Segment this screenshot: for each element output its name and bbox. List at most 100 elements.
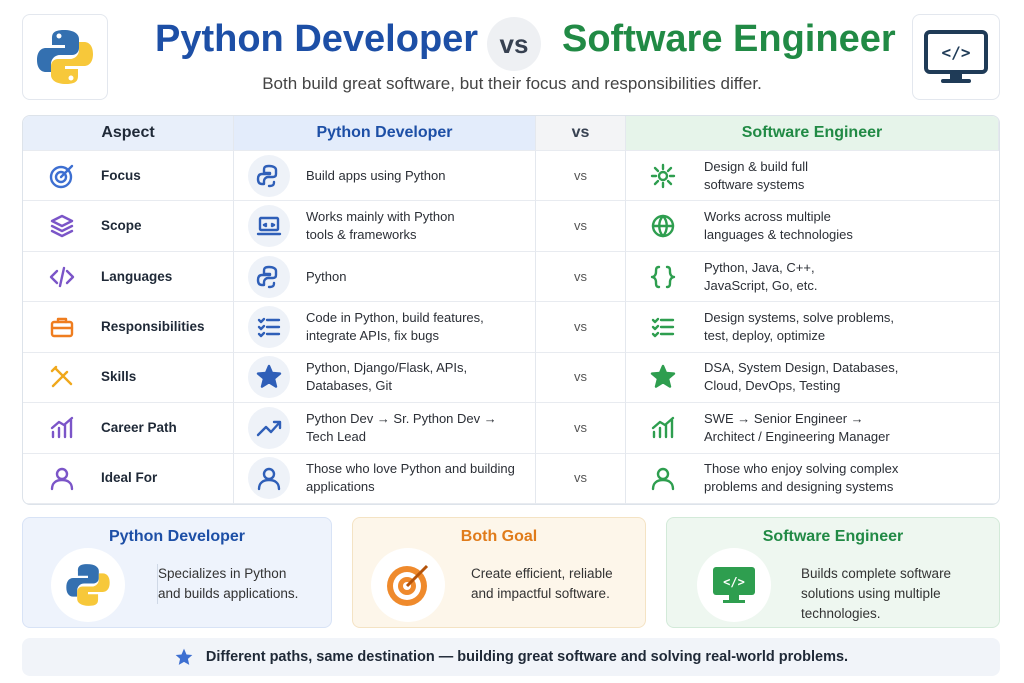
cell-text: Design systems, solve problems, test, de… <box>704 309 895 343</box>
card-icon <box>371 548 445 622</box>
header-cell: Aspect <box>23 116 234 151</box>
aspect-cell: Responsibilities <box>23 302 234 353</box>
cell-text: Python, Java, C++, JavaScript, Go, etc. <box>704 259 818 293</box>
aspect-cell: Ideal For <box>23 453 234 504</box>
cell-text: Works across multiple languages & techno… <box>704 209 853 243</box>
cell-text: Ideal For <box>101 470 158 486</box>
swe-cell: DSA, System Design, Databases, Cloud, De… <box>626 353 999 404</box>
monitor-icon: </> <box>924 30 988 83</box>
row-icon <box>248 406 290 449</box>
row-icon <box>650 314 678 340</box>
cell-text: Python <box>306 268 347 284</box>
cell-text: Build apps using Python <box>306 167 446 183</box>
title-left: Python Developer <box>155 18 479 60</box>
swe-cell: Design & build full software systems <box>626 151 999 202</box>
python-cell: Code in Python, build features, integrat… <box>234 302 536 353</box>
python-cell: Python <box>234 251 536 303</box>
row-icon <box>49 163 77 189</box>
cell-text: Those who enjoy solving complex problems… <box>704 461 899 495</box>
cell-text: vs <box>574 167 587 183</box>
aspect-cell: Career Path <box>23 403 234 454</box>
vs-cell: vs <box>536 151 626 202</box>
title-vs: vs <box>487 17 541 71</box>
python-logo <box>37 30 93 84</box>
header-cell: Python Developer <box>234 116 536 151</box>
vs-cell: vs <box>536 251 626 303</box>
python-cell: Python, Django/Flask, APIs, Databases, G… <box>234 352 536 404</box>
python-cell: Those who love Python and building appli… <box>234 453 536 504</box>
cell-text: Python, Django/Flask, APIs, Databases, G… <box>306 360 468 394</box>
cell-text: DSA, System Design, Databases, Cloud, De… <box>704 360 899 394</box>
cell-text: Python Developer <box>316 124 453 141</box>
card-title: Both Goal <box>460 528 538 545</box>
cell-text: Aspect <box>101 124 155 141</box>
header-cell: Software Engineer <box>626 116 999 151</box>
vs-cell: vs <box>536 453 626 504</box>
swe-cell: SWE → Senior Engineer → Architect / Engi… <box>626 403 999 454</box>
cell-text: vs <box>574 419 587 435</box>
subtitle: Both build great software, but their foc… <box>262 74 762 93</box>
swe-cell: Design systems, solve problems, test, de… <box>626 302 999 353</box>
cell-text: Software Engineer <box>741 124 883 141</box>
python-cell: Works mainly with Python tools & framewo… <box>234 201 536 252</box>
vs-cell: vs <box>536 352 626 404</box>
swe-cell: Works across multiple languages & techno… <box>626 201 999 252</box>
aspect-cell: Focus <box>23 151 234 202</box>
footer-text: Different paths, same destination — buil… <box>205 649 849 665</box>
row-icon <box>650 264 678 290</box>
card-title: Software Engineer <box>762 528 904 545</box>
row-icon <box>650 465 678 491</box>
cell-text: SWE → Senior Engineer → Architect / Engi… <box>704 410 890 444</box>
row-icon <box>49 314 77 340</box>
cell-text: vs <box>574 470 587 486</box>
python-logo-box <box>22 14 108 100</box>
aspect-cell: Scope <box>23 201 234 252</box>
cell-text: Python Dev → Sr. Python Dev → Tech Lead <box>306 410 497 444</box>
python-cell: Python Dev → Sr. Python Dev → Tech Lead <box>234 403 536 454</box>
cell-text: vs <box>574 318 587 334</box>
vs-cell: vs <box>536 201 626 252</box>
card-swe: Software Engineer </> Builds complete so… <box>666 517 1000 628</box>
cell-text: Responsibilities <box>101 318 205 334</box>
card-icon <box>51 548 125 622</box>
card-goal: Both Goal Create efficient, reliable and… <box>352 517 646 628</box>
cell-text: Career Path <box>101 419 177 435</box>
row-icon <box>248 255 290 298</box>
row-icon <box>650 415 678 441</box>
row-icon <box>248 154 290 197</box>
aspect-cell: Skills <box>23 352 234 404</box>
row-icon <box>49 213 77 239</box>
row-icon <box>650 213 678 239</box>
svg-text:</>: </> <box>723 575 745 589</box>
cell-text: Those who love Python and building appli… <box>306 461 515 495</box>
card-python: Python Developer Specializes in Python a… <box>22 517 332 628</box>
card-text: Builds complete software solutions using… <box>801 566 952 621</box>
cell-text: Languages <box>101 268 173 284</box>
cell-text: Works mainly with Python tools & framewo… <box>306 209 455 243</box>
row-icon <box>49 465 77 491</box>
cell-text: vs <box>574 268 587 284</box>
card-text: Create efficient, reliable and impactful… <box>471 566 613 601</box>
cell-text: vs <box>574 218 587 234</box>
row-icon <box>248 305 290 348</box>
row-icon <box>49 415 77 441</box>
row-icon <box>248 356 290 399</box>
row-icon <box>49 364 77 390</box>
row-icon <box>650 163 678 189</box>
python-cell: Build apps using Python <box>234 151 536 202</box>
title-right: Software Engineer <box>562 18 896 60</box>
aspect-cell: Languages <box>23 251 234 303</box>
cell-text: vs <box>571 124 590 141</box>
cell-text: Design & build full software systems <box>704 158 809 192</box>
monitor-icon-box: </> <box>912 14 1000 100</box>
cell-text: Scope <box>101 218 142 234</box>
row-icon <box>650 364 678 390</box>
swe-cell: Python, Java, C++, JavaScript, Go, etc. <box>626 252 999 303</box>
card-title: Python Developer <box>108 528 246 545</box>
header-cell: vs <box>536 116 626 151</box>
card-text: Specializes in Python and builds applica… <box>157 564 298 604</box>
swe-cell: Those who enjoy solving complex problems… <box>626 454 999 504</box>
vs-cell: vs <box>536 302 626 353</box>
vs-cell: vs <box>536 403 626 454</box>
